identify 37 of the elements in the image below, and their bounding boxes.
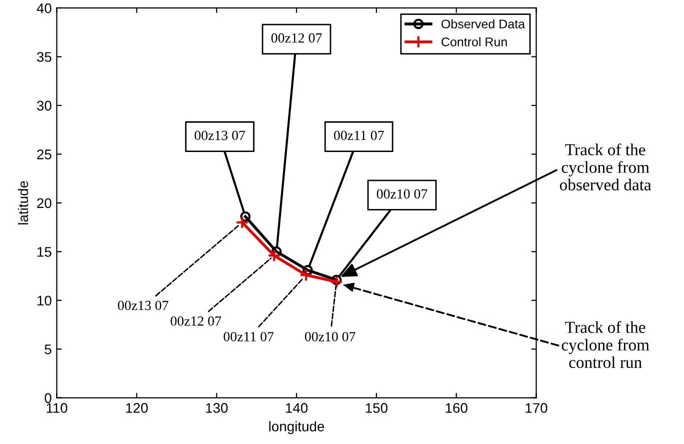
point <box>331 274 342 286</box>
point <box>302 264 313 276</box>
y-tick-label: 25 <box>37 150 52 160</box>
annotation: 00z11 07 <box>334 130 384 140</box>
y-tick-label: 5 <box>44 344 52 354</box>
point <box>268 248 281 262</box>
point <box>330 275 344 288</box>
y-tick-label: 20 <box>37 198 52 208</box>
y-tick-label: 40 <box>36 3 52 14</box>
annotation: 00z11 07 <box>224 332 274 342</box>
y-tick-label: 0 <box>44 393 52 403</box>
x-tick-label: 150 <box>366 403 388 413</box>
point <box>236 216 249 229</box>
annotation: 00z12 07 <box>271 33 322 43</box>
annotation: 00z13 07 <box>118 300 168 310</box>
point <box>300 268 313 282</box>
y-tick-label: 30 <box>36 100 52 111</box>
annotation: 00z10 07 <box>376 189 428 199</box>
x-tick-label: 130 <box>206 403 228 413</box>
x-tick-label: 140 <box>286 403 308 413</box>
annotation: 00z12 07 <box>170 316 222 326</box>
annotation: Track of the cyclone from control run <box>562 321 650 368</box>
x-tick-label: 160 <box>446 403 468 413</box>
y-tick-label: 35 <box>36 52 52 62</box>
legend-label: Observed Data <box>442 19 526 28</box>
annotation: 00z10 07 <box>304 332 356 342</box>
x-tick-label: 120 <box>126 403 148 413</box>
point <box>240 211 251 222</box>
y-tick-label: 15 <box>38 247 52 257</box>
x-axis-title: longitude <box>269 421 324 434</box>
annotation: 00z13 07 <box>194 130 246 140</box>
legend-label: Control Run <box>442 37 507 46</box>
y-axis-title: latitude <box>18 181 28 224</box>
x-tick-label: 170 <box>526 403 548 413</box>
x-tick-label: 110 <box>46 403 68 413</box>
y-tick-label: 10 <box>38 296 52 306</box>
annotation: Track of the cyclone from observed data <box>560 143 652 190</box>
